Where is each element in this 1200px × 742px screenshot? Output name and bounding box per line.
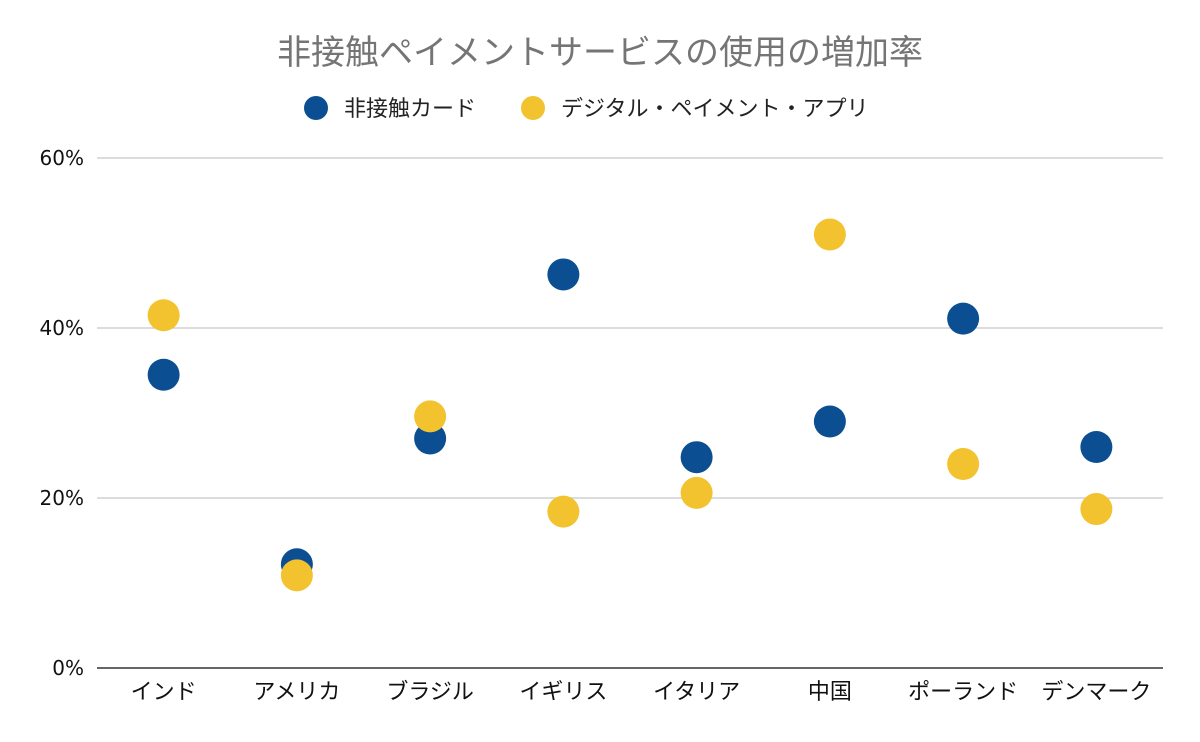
legend-marker [521,96,545,120]
data-point-series-2 [1080,493,1113,526]
chart-title: 非接触ペイメントサービスの使用の増加率 [277,33,923,73]
data-point-series-1 [813,405,846,438]
gridlines [97,157,1163,669]
data-point-series-1 [547,258,580,291]
x-category-label: ポーランド [908,680,1018,705]
data-point-series-1 [947,302,980,335]
x-category-label: アメリカ [253,680,340,705]
data-point-series-2 [414,400,447,433]
x-axis: インド アメリカ ブラジル イギリス イタリア 中国 ポーランド デンマーク [131,680,1152,705]
data-point-series-1 [147,358,180,391]
y-axis: 0% 20% 40% 60% [40,146,84,680]
data-point-series-2 [813,218,846,251]
legend-marker [304,96,328,120]
y-tick-label: 60% [40,146,84,170]
data-points [147,218,1113,592]
x-category-label: インド [131,680,197,705]
x-category-label: イギリス [519,680,607,705]
data-point-series-2 [547,495,580,528]
legend: 非接触カード デジタル・ペイメント・アプリ [304,96,869,122]
data-point-series-2 [947,448,980,480]
data-point-series-2 [280,559,313,592]
data-point-series-1 [680,441,713,474]
data-point-series-2 [147,299,180,332]
legend-label: 非接触カード [344,97,476,122]
x-category-label: ブラジル [386,680,474,705]
y-tick-label: 40% [40,316,84,340]
data-point-series-1 [1080,431,1113,463]
x-category-label: イタリア [653,680,740,705]
x-category-label: デンマーク [1041,680,1151,705]
y-tick-label: 0% [52,656,84,680]
data-point-series-2 [680,476,713,509]
data-point-series-1 [414,422,447,455]
legend-label: デジタル・ペイメント・アプリ [561,97,869,122]
y-tick-label: 20% [40,486,84,510]
x-category-label: 中国 [808,680,852,705]
